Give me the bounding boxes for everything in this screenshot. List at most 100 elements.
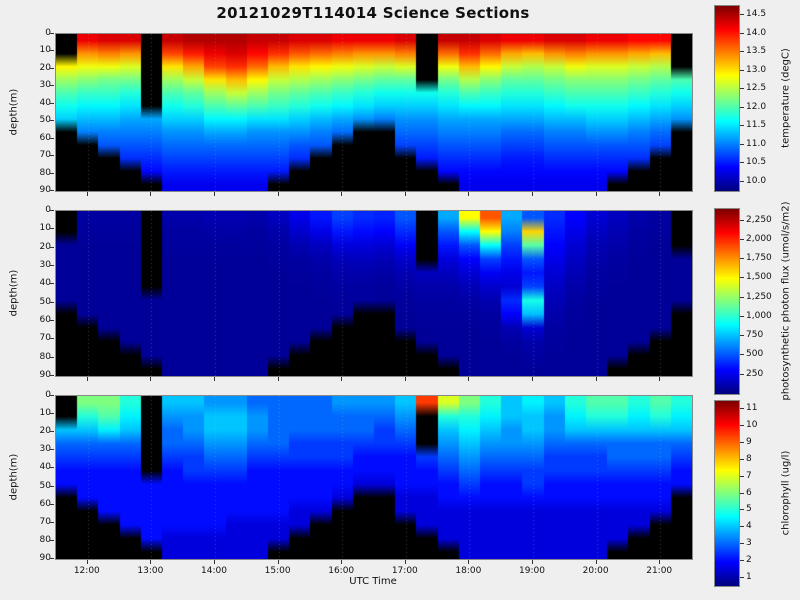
chlorophyll-heatmap <box>55 395 693 560</box>
y-tick-label: 60 <box>39 315 51 325</box>
x-tick-mark <box>659 192 660 196</box>
y-tick-label: 60 <box>39 132 51 143</box>
y-tick-label: 60 <box>39 498 51 509</box>
y-tick-label: 0 <box>45 28 51 38</box>
y-tick-label: 10 <box>39 223 51 234</box>
depth-axis-label: depth(m) <box>8 88 20 135</box>
depth-axis-label: depth(m) <box>8 453 20 500</box>
y-tick-label: 70 <box>39 516 51 527</box>
y-tick-mark <box>50 283 54 284</box>
colorbar-tick-mark <box>740 125 744 126</box>
x-tick-label: 17:00 <box>391 566 418 576</box>
photon-flux-colorbar <box>714 208 740 395</box>
x-tick-mark <box>341 560 342 564</box>
y-tick-mark <box>50 467 54 468</box>
chlorophyll-colorbar-label: chlorophyll (ug/l) <box>780 450 792 535</box>
colorbar-tick-mark <box>740 258 744 259</box>
y-tick-mark <box>50 50 54 51</box>
y-tick-label: 30 <box>39 444 51 455</box>
y-tick-label: 0 <box>45 390 51 400</box>
y-tick-mark <box>50 138 54 139</box>
y-tick-mark <box>50 395 54 396</box>
y-tick-mark <box>50 68 54 69</box>
colorbar-tick-label: 13.0 <box>746 64 767 75</box>
y-tick-label: 40 <box>39 278 51 289</box>
x-tick-mark <box>532 377 533 381</box>
colorbar-tick-mark <box>740 162 744 163</box>
y-tick-label: 90 <box>39 185 51 195</box>
colorbar-tick-mark <box>740 239 744 240</box>
y-tick-label: 0 <box>45 205 51 215</box>
y-tick-mark <box>50 320 54 321</box>
colorbar-tick-label: 5 <box>746 504 752 515</box>
x-tick-label: 16:00 <box>328 566 355 576</box>
colorbar-tick-label: 6 <box>746 487 752 498</box>
x-tick-mark <box>405 192 406 196</box>
y-tick-mark <box>50 375 54 376</box>
colorbar-tick-label: 3 <box>746 537 752 548</box>
y-tick-mark <box>50 155 54 156</box>
y-tick-label: 20 <box>39 241 51 252</box>
x-tick-mark <box>405 377 406 381</box>
colorbar-tick-mark <box>740 316 744 317</box>
y-tick-mark <box>50 357 54 358</box>
colorbar-tick-mark <box>740 560 744 561</box>
colorbar-tick-label: 1,250 <box>746 291 772 302</box>
x-tick-label: 13:00 <box>137 566 164 576</box>
y-tick-mark <box>50 558 54 559</box>
x-tick-mark <box>468 192 469 196</box>
colorbar-tick-label: 8 <box>746 453 752 464</box>
colorbar-tick-mark <box>740 70 744 71</box>
colorbar-tick-mark <box>740 425 744 426</box>
x-axis-label: UTC Time <box>349 576 397 587</box>
y-tick-label: 50 <box>39 480 51 491</box>
colorbar-tick-label: 11.5 <box>746 120 767 131</box>
colorbar-tick-mark <box>740 220 744 221</box>
chlorophyll-colorbar <box>714 400 740 587</box>
y-tick-mark <box>50 120 54 121</box>
x-tick-label: 20:00 <box>582 566 609 576</box>
x-tick-mark <box>468 560 469 564</box>
colorbar-tick-label: 7 <box>746 470 752 481</box>
photon-flux-colorbar-label: photosynthetic photon flux (umol/s/m2) <box>780 200 792 401</box>
y-tick-label: 80 <box>39 351 51 362</box>
x-tick-mark <box>278 192 279 196</box>
y-tick-mark <box>50 103 54 104</box>
colorbar-tick-mark <box>740 107 744 108</box>
colorbar-tick-label: 500 <box>746 349 764 360</box>
y-tick-label: 80 <box>39 167 51 178</box>
y-tick-label: 70 <box>39 150 51 161</box>
x-tick-mark <box>87 560 88 564</box>
y-tick-mark <box>50 247 54 248</box>
y-tick-label: 70 <box>39 333 51 344</box>
colorbar-tick-label: 10.0 <box>746 175 767 186</box>
y-tick-label: 20 <box>39 62 51 73</box>
colorbar-tick-mark <box>740 374 744 375</box>
y-tick-mark <box>50 190 54 191</box>
colorbar-tick-label: 1,000 <box>746 310 772 321</box>
y-tick-mark <box>50 540 54 541</box>
y-tick-mark <box>50 431 54 432</box>
x-tick-mark <box>150 560 151 564</box>
colorbar-tick-label: 10.5 <box>746 157 767 168</box>
x-tick-mark <box>596 192 597 196</box>
x-tick-mark <box>150 377 151 381</box>
colorbar-tick-mark <box>740 297 744 298</box>
colorbar-tick-mark <box>740 459 744 460</box>
colorbar-tick-label: 9 <box>746 437 752 448</box>
y-tick-mark <box>50 210 54 211</box>
x-tick-label: 14:00 <box>201 566 227 576</box>
temperature-colorbar-label: temperature (degC) <box>780 47 792 148</box>
y-tick-mark <box>50 33 54 34</box>
x-tick-mark <box>468 377 469 381</box>
colorbar-tick-mark <box>740 51 744 52</box>
colorbar-tick-label: 12.5 <box>746 83 767 94</box>
colorbar-tick-mark <box>740 526 744 527</box>
y-tick-label: 30 <box>39 80 51 91</box>
colorbar-tick-label: 4 <box>746 521 752 532</box>
colorbar-tick-label: 14.5 <box>746 9 767 20</box>
y-tick-mark <box>50 413 54 414</box>
y-tick-label: 50 <box>39 115 51 126</box>
x-tick-mark <box>596 377 597 381</box>
x-tick-mark <box>532 192 533 196</box>
